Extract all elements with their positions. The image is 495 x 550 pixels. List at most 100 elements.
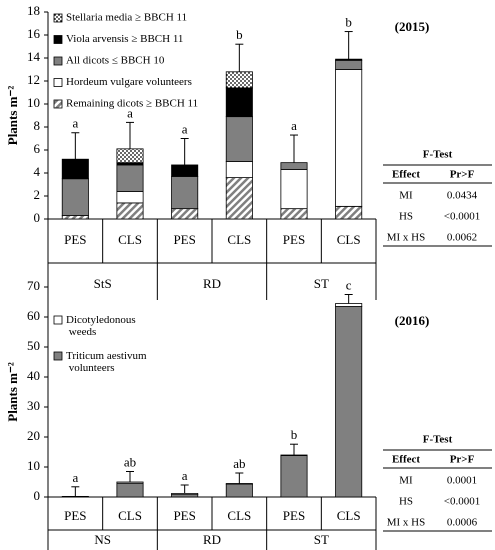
y-tick-label: 10 [27, 458, 40, 473]
bar-segment [116, 481, 144, 484]
legend-label: Remaining dicots ≥ BBCH 11 [66, 98, 198, 110]
y-tick-label: 70 [27, 278, 40, 293]
group-label: RD [203, 276, 221, 291]
y-tick-label: 18 [27, 3, 40, 18]
y-tick-label: 60 [27, 308, 40, 323]
table-cell: MI x HS [387, 232, 426, 244]
table-cell: <0.0001 [444, 211, 480, 223]
bar-segment [280, 162, 308, 170]
bar-segment [116, 190, 144, 204]
y-tick-label: 12 [27, 72, 40, 87]
table-title: F-Test [423, 434, 453, 446]
table-cell: HS [399, 211, 413, 223]
error-bar [344, 294, 353, 304]
y-tick-label: 8 [34, 118, 41, 133]
table-header: Effect [392, 169, 420, 181]
bar-segment [225, 483, 253, 485]
table-header: Pr>F [450, 454, 475, 466]
x-tick-label: PES [173, 232, 195, 247]
significance-letter: a [291, 118, 297, 133]
legend-label: Viola arvensis ≥ BBCH 11 [66, 33, 183, 45]
y-tick-label: 50 [27, 338, 40, 353]
bar-segment [116, 148, 144, 164]
table-cell: 0.0434 [447, 190, 478, 202]
x-tick-label: CLS [118, 232, 142, 247]
error-bar [126, 121, 134, 149]
significance-letter: b [291, 427, 298, 442]
y-tick-label: 0 [34, 488, 41, 503]
bar-segment [335, 205, 363, 220]
bar-segment [225, 87, 253, 118]
x-tick-label: CLS [227, 508, 251, 523]
legend-swatch [53, 351, 63, 361]
significance-letter: ab [233, 456, 245, 471]
table-cell: 0.0006 [447, 517, 478, 529]
x-tick-label: PES [64, 232, 86, 247]
group-label: ST [314, 532, 329, 547]
y-tick-label: 4 [34, 164, 41, 179]
bar-segment [280, 454, 308, 457]
error-bar [126, 471, 134, 482]
table-title: F-Test [423, 149, 453, 161]
y-axis-label: Plants m⁻² [5, 86, 20, 146]
significance-letter: ab [124, 454, 136, 469]
significance-letter: b [345, 15, 352, 30]
y-axis-label: Plants m⁻² [5, 362, 20, 422]
error-bar [180, 484, 189, 494]
table-cell: <0.0001 [444, 496, 480, 508]
significance-letter: a [72, 116, 78, 131]
bar-segment [225, 483, 253, 498]
legend-swatch [53, 78, 63, 87]
table-header: Effect [392, 454, 420, 466]
error-bar [290, 134, 298, 163]
bar-segment [335, 306, 363, 498]
significance-letter: a [127, 105, 133, 120]
group-label: NS [94, 532, 111, 547]
legend-swatch [53, 35, 63, 44]
x-tick-label: CLS [337, 508, 361, 523]
bar-segment [171, 208, 199, 220]
error-bar [180, 138, 189, 165]
y-tick-label: 0 [34, 210, 41, 225]
bar-segment [171, 492, 199, 495]
y-tick-label: 14 [27, 49, 41, 64]
bar-segment [280, 169, 308, 210]
significance-letter: b [236, 27, 243, 42]
table-cell: MI [399, 190, 413, 202]
significance-letter: a [72, 470, 78, 485]
legend-swatch [53, 315, 63, 325]
annotation: (2015) [395, 19, 430, 34]
y-tick-label: 16 [27, 26, 41, 41]
table-cell: MI x HS [387, 517, 426, 529]
legend-swatch [53, 99, 63, 109]
bar-segment [225, 177, 253, 220]
bar-segment [280, 455, 308, 498]
bar-segment [116, 482, 144, 498]
bar-segment [116, 202, 144, 220]
bar-segment [61, 158, 89, 180]
bar-segment [171, 164, 199, 177]
error-bar [235, 472, 244, 484]
x-tick-label: CLS [337, 232, 361, 247]
y-tick-label: 30 [27, 398, 40, 413]
bar-segment [61, 178, 89, 216]
table-cell: 0.0001 [447, 475, 477, 487]
legend-label: Stellaria media ≥ BBCH 11 [66, 12, 187, 24]
bar-segment [116, 164, 144, 192]
bar-segment [225, 116, 253, 162]
annotation: (2016) [395, 313, 430, 328]
y-tick-label: 2 [34, 187, 41, 202]
error-bar [71, 486, 80, 497]
y-tick-label: 40 [27, 368, 40, 383]
x-tick-label: PES [173, 508, 195, 523]
y-tick-label: 20 [27, 428, 40, 443]
y-tick-label: 10 [27, 95, 40, 110]
legend-label: Dicotyledonous weeds [66, 314, 136, 338]
error-bar [235, 43, 244, 72]
y-tick-label: 6 [34, 141, 41, 156]
bar-segment [335, 303, 363, 307]
bar-segment [335, 59, 363, 70]
group-label: RD [203, 532, 221, 547]
bar-segment [225, 71, 253, 89]
legend-swatch [53, 13, 63, 23]
